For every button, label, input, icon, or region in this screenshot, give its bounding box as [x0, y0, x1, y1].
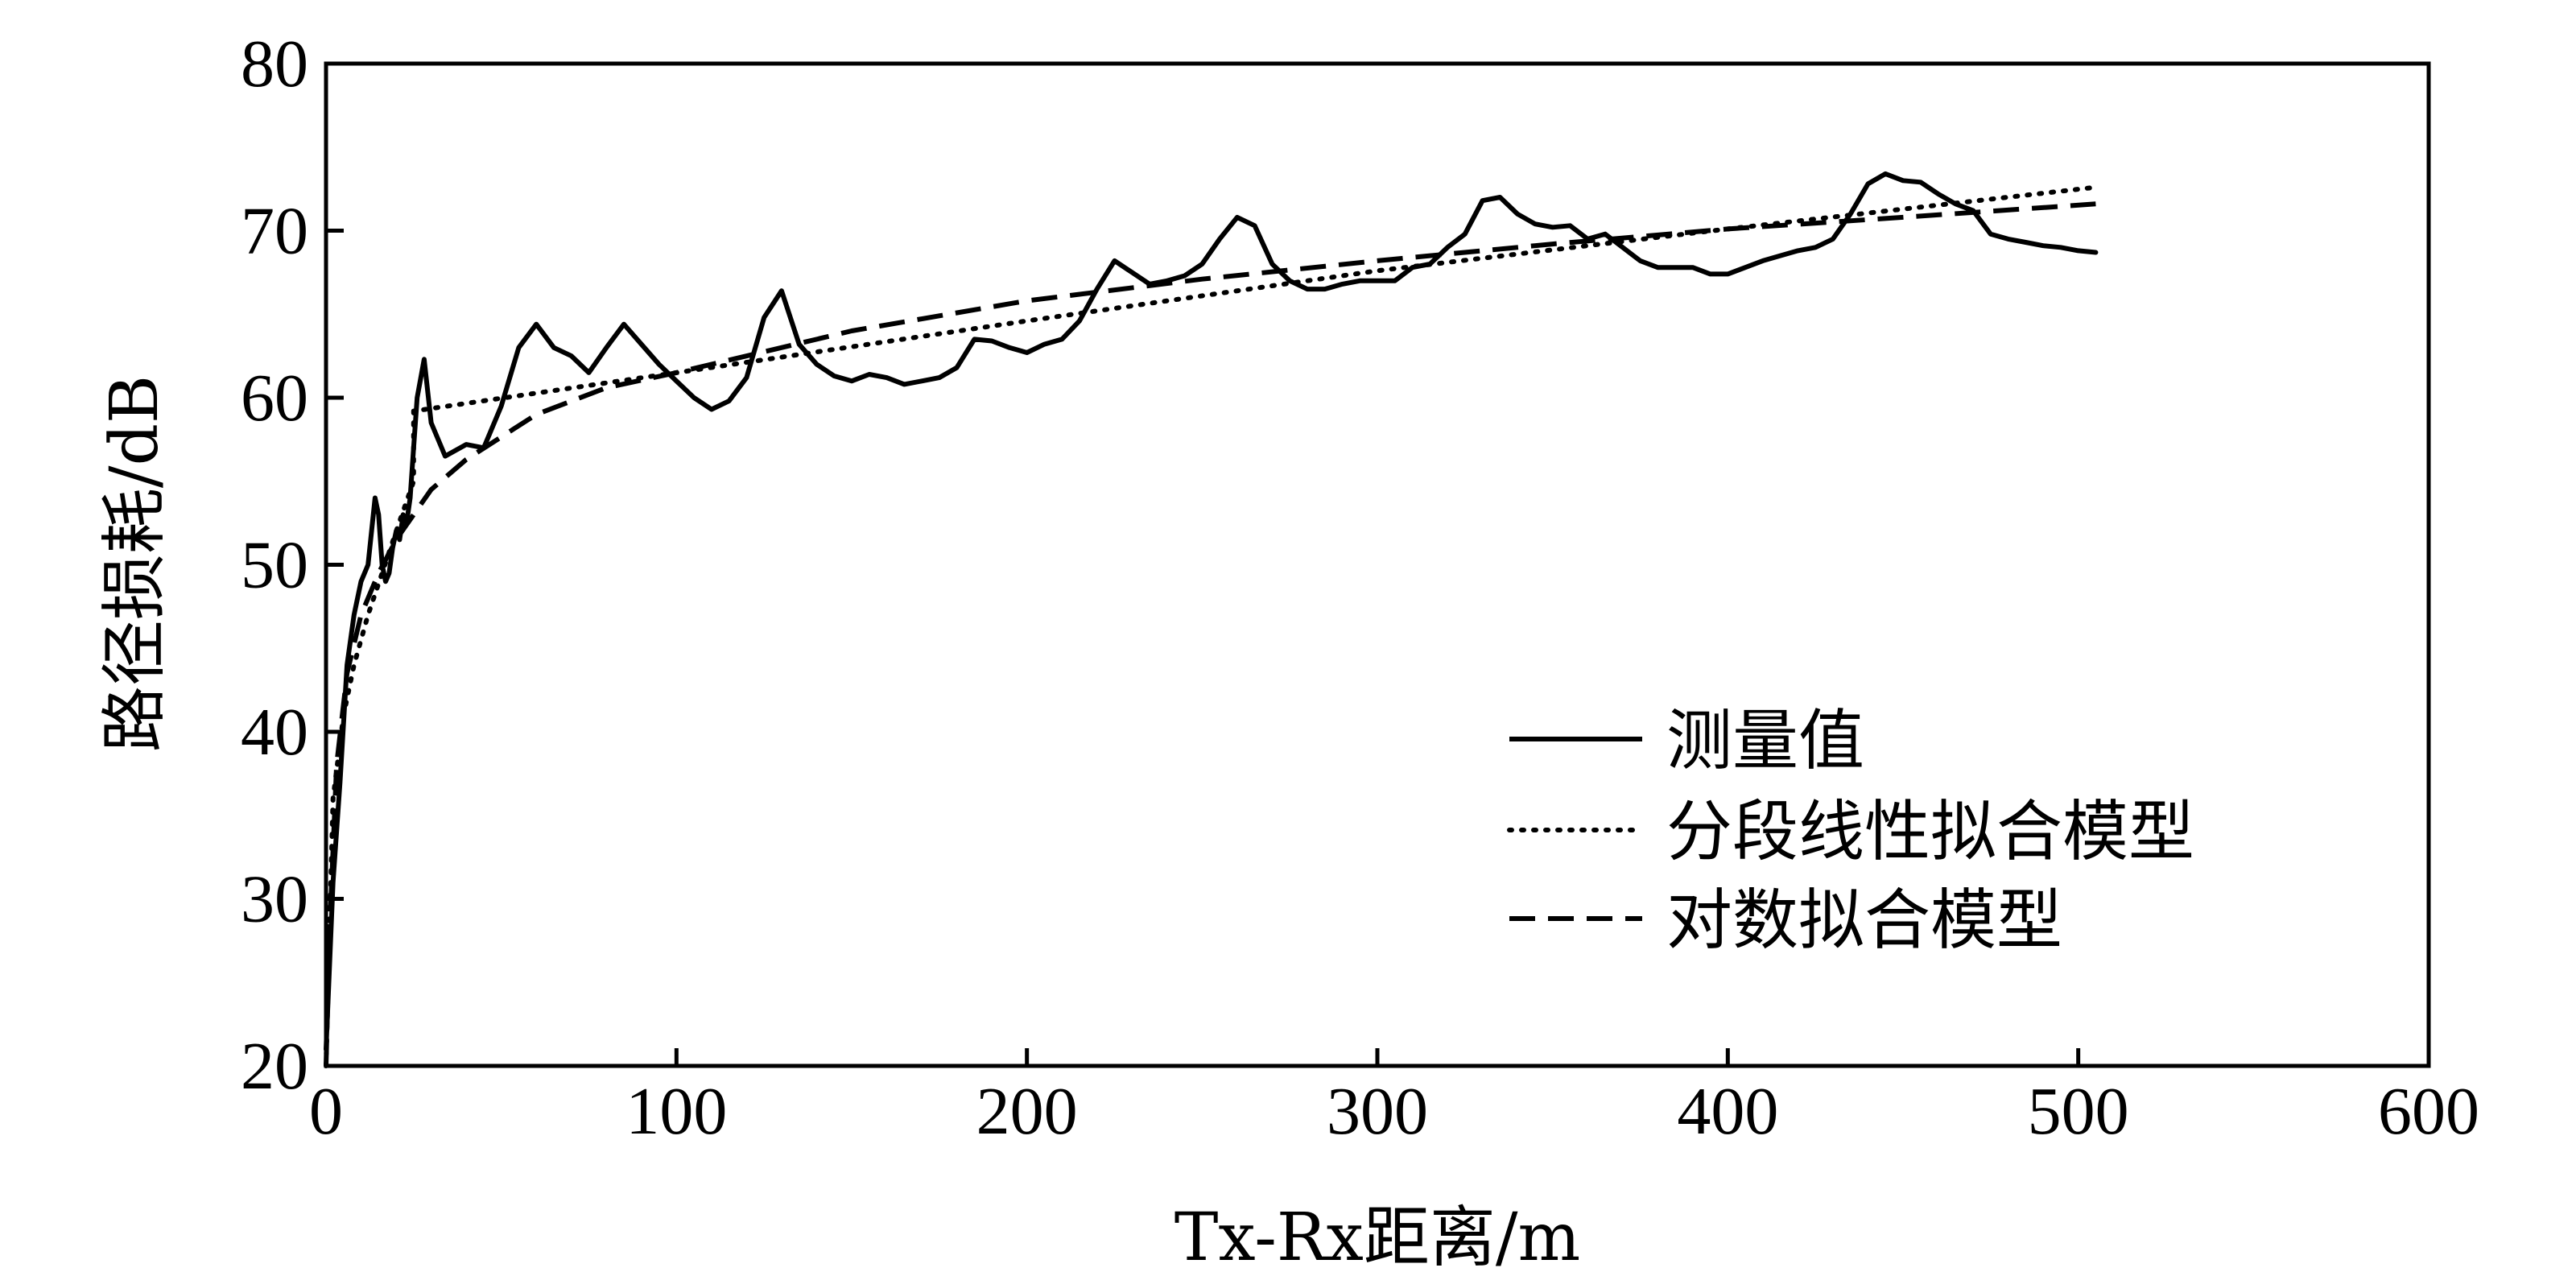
- legend-label-measured: 测量值: [1666, 703, 1864, 779]
- x-tick-label: 200: [976, 1074, 1078, 1149]
- x-tick-label: 300: [1327, 1074, 1428, 1149]
- y-tick-label: 60: [241, 361, 308, 436]
- y-tick-label: 50: [241, 528, 308, 603]
- legend-label-piecewise: 分段线性拟合模型: [1666, 794, 2194, 870]
- x-axis: 0 100 200 300 400 500 600: [309, 1048, 2479, 1149]
- x-tick-label: 400: [1677, 1074, 1778, 1149]
- y-tick-label: 70: [241, 194, 308, 269]
- y-tick-label: 30: [241, 862, 308, 937]
- x-tick-label: 100: [625, 1074, 727, 1149]
- y-tick-label: 20: [241, 1029, 308, 1104]
- y-tick-label: 80: [241, 27, 308, 101]
- x-tick-label: 600: [2378, 1074, 2479, 1149]
- series-log-fit-line: [324, 201, 2096, 1067]
- x-tick-label: 500: [2028, 1074, 2129, 1149]
- series-layer: [324, 171, 2099, 1068]
- legend: 测量值 分段线性拟合模型 对数拟合模型: [1507, 703, 2194, 959]
- series-measured-line: [324, 171, 2099, 1052]
- x-axis-label: Tx-Rx距离/m: [1174, 1200, 1581, 1272]
- x-tick-label: 0: [309, 1074, 343, 1149]
- legend-label-log: 对数拟合模型: [1666, 882, 2062, 959]
- plot-frame: [324, 61, 2431, 1068]
- y-tick-label: 40: [241, 695, 308, 770]
- y-axis-label: 路径损耗/dB: [97, 375, 173, 752]
- y-axis: 20 30 40 50 60 70 80: [241, 27, 344, 1104]
